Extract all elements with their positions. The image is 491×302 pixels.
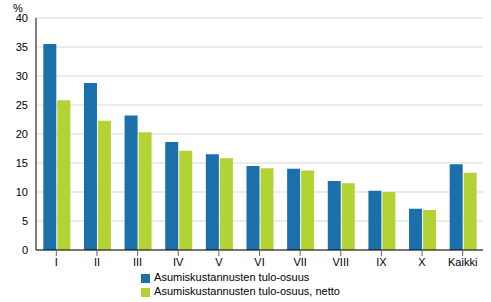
svg-text:Kaikki: Kaikki xyxy=(448,256,477,268)
svg-text:I: I xyxy=(55,256,58,268)
svg-text:%: % xyxy=(13,2,23,14)
html-text:Asumiskustannusten tulo-osuus,: Asumiskustannusten tulo-osuus, netto xyxy=(154,285,340,297)
svg-text:V: V xyxy=(215,256,223,268)
svg-text:20: 20 xyxy=(16,128,28,140)
svg-text:30: 30 xyxy=(16,70,28,82)
svg-text:35: 35 xyxy=(16,41,28,53)
svg-text:15: 15 xyxy=(16,157,28,169)
svg-text:VI: VI xyxy=(254,256,264,268)
svg-text:IX: IX xyxy=(376,256,387,268)
svg-text:II: II xyxy=(94,256,100,268)
svg-text:III: III xyxy=(133,256,142,268)
svg-text:10: 10 xyxy=(16,186,28,198)
html-text:Asumiskustannusten tulo-osuus: Asumiskustannusten tulo-osuus xyxy=(154,271,310,283)
svg-text:VIII: VIII xyxy=(333,256,350,268)
svg-text:IV: IV xyxy=(173,256,184,268)
svg-text:0: 0 xyxy=(22,244,28,256)
svg-text:X: X xyxy=(418,256,426,268)
svg-text:5: 5 xyxy=(22,215,28,227)
svg-text:VII: VII xyxy=(293,256,306,268)
svg-text:40: 40 xyxy=(15,11,28,24)
svg-text:25: 25 xyxy=(16,99,28,111)
